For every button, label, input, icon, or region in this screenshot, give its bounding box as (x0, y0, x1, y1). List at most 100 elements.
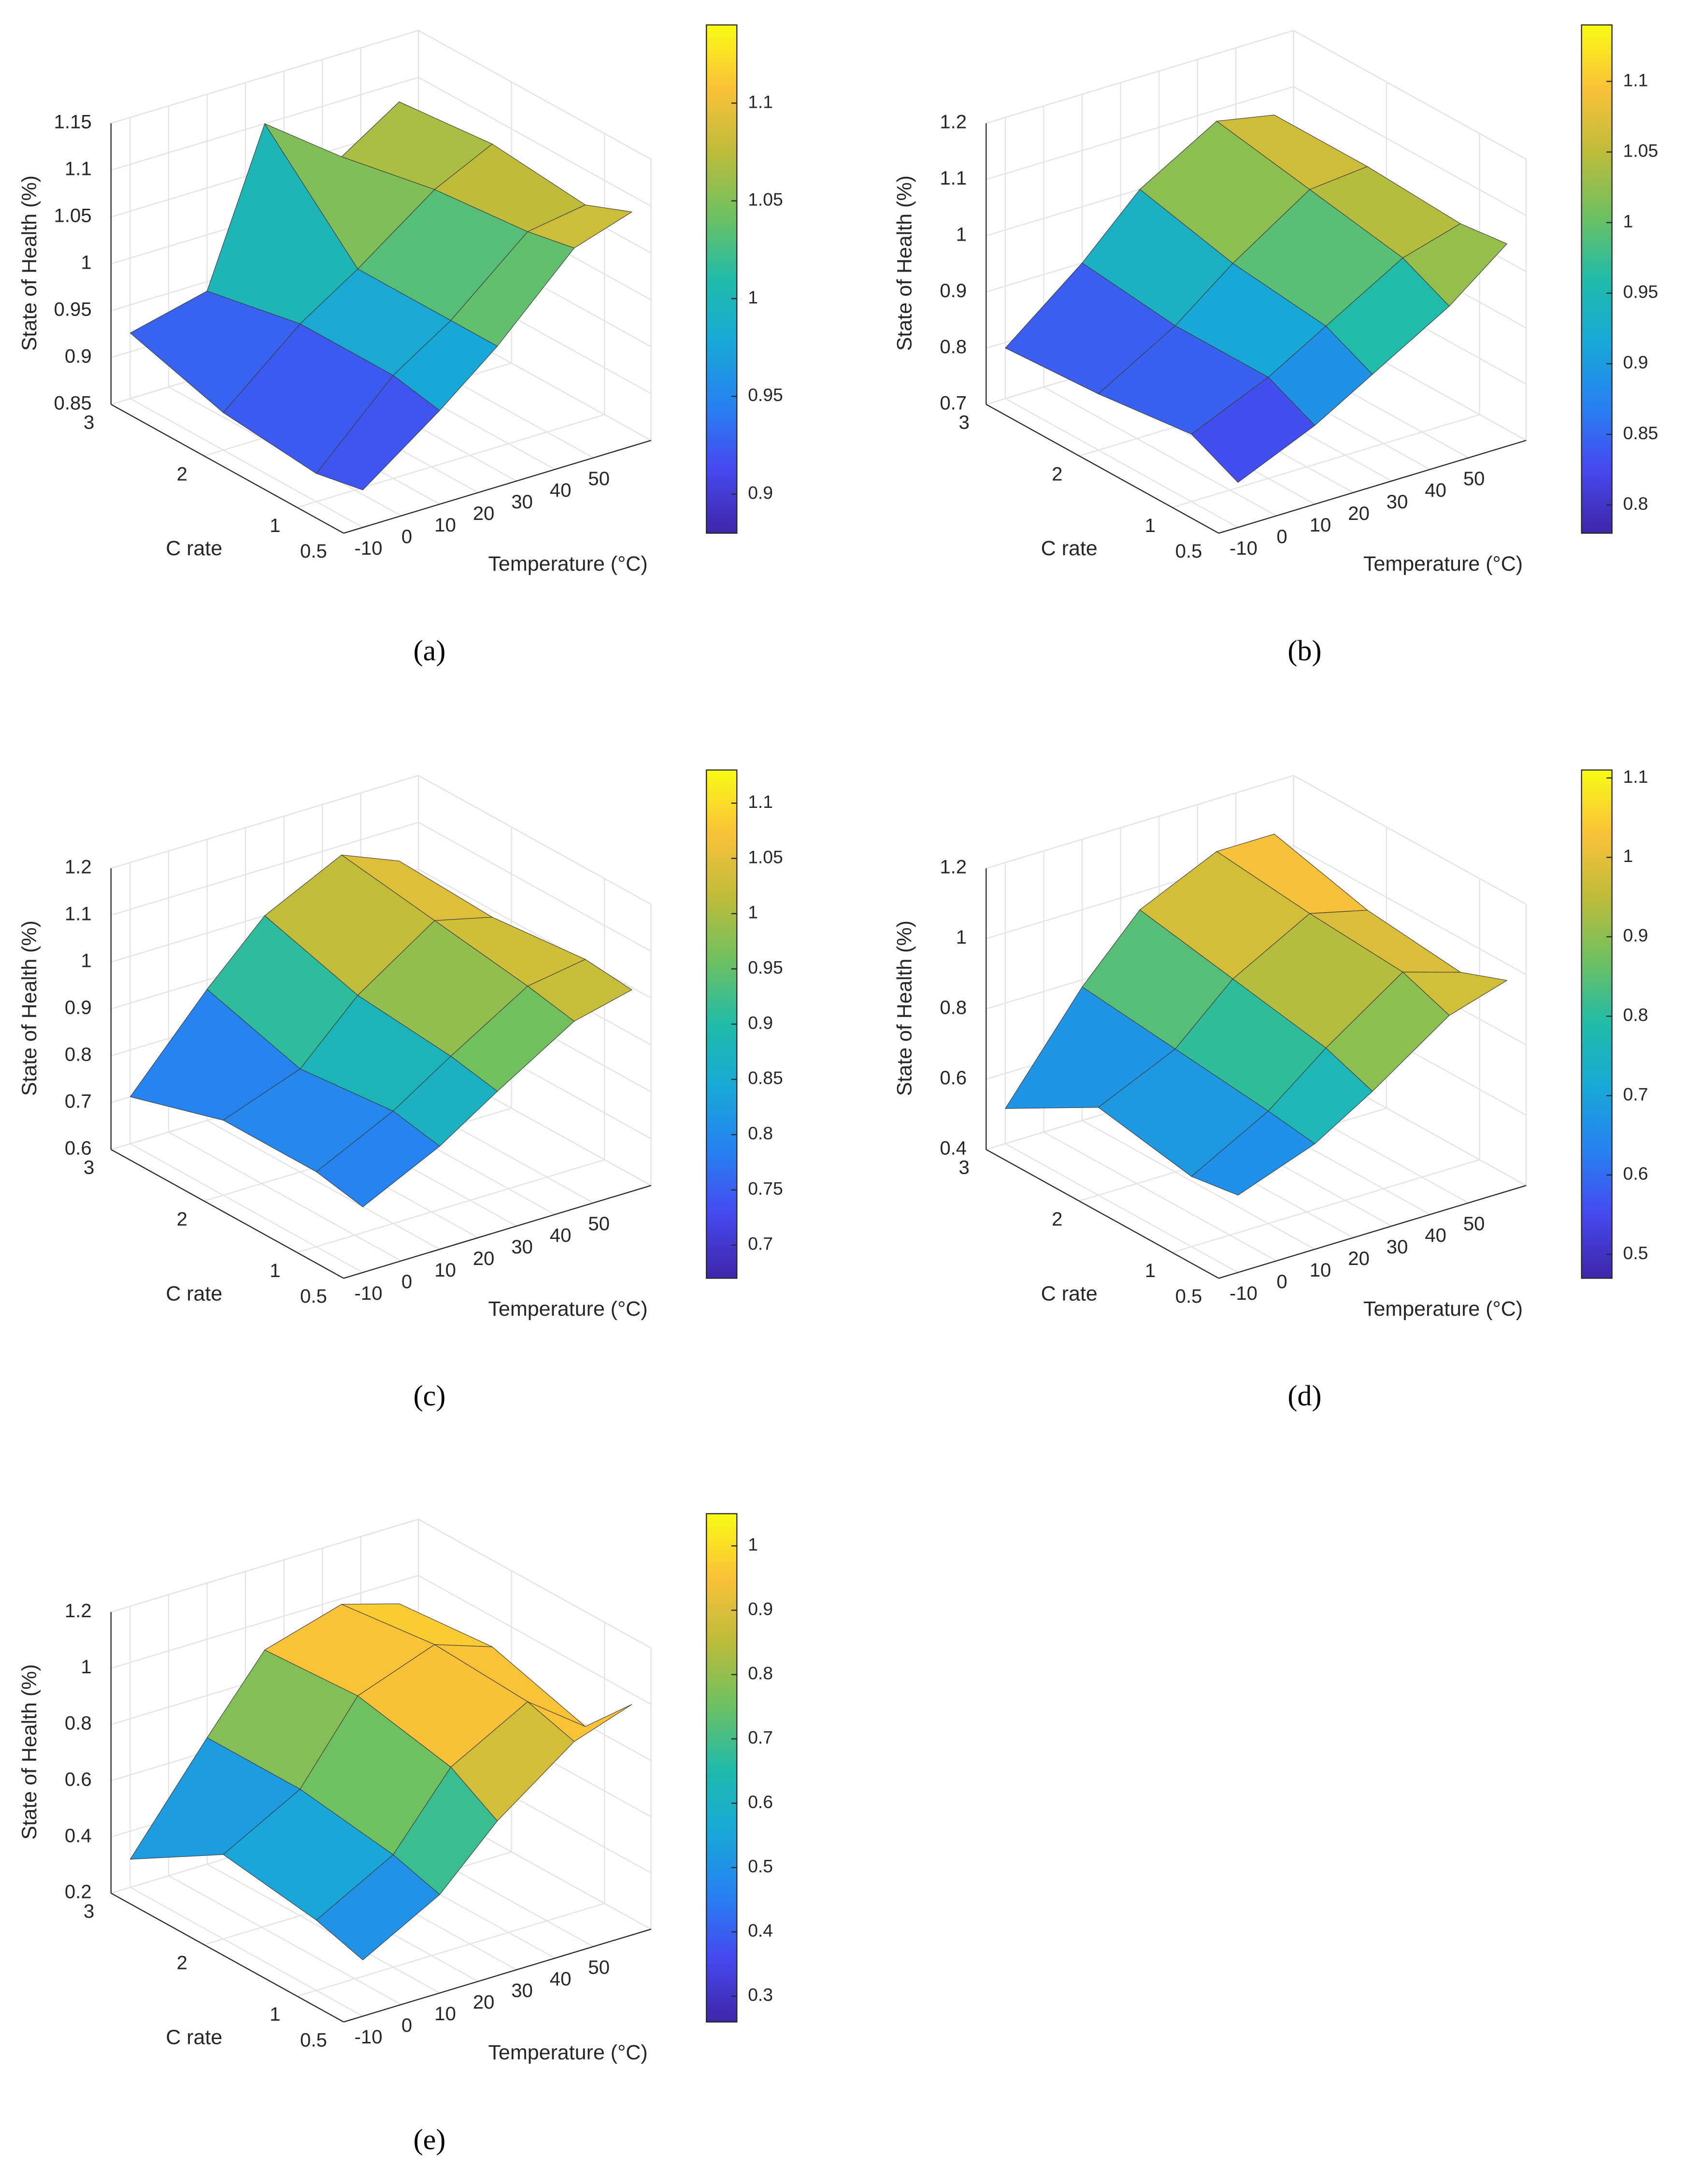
axis-line (1218, 1185, 1527, 1279)
z-tick-label: 1.2 (65, 856, 92, 878)
grid-line (297, 414, 605, 508)
grid-line (297, 1159, 605, 1253)
x-tick-label: -10 (355, 2026, 383, 2048)
x-tick-label: -10 (1230, 1282, 1258, 1304)
colorbar-tick-label: 0.5 (748, 1856, 773, 1876)
z-tick-label: 1 (956, 926, 967, 948)
z-tick-label: 1 (81, 252, 91, 273)
z-axis-label: State of Health (%) (18, 920, 41, 1096)
colorbar-tick-label: 0.9 (748, 482, 773, 503)
z-tick-label: 1 (81, 950, 91, 972)
x-tick-label: 10 (434, 1259, 456, 1281)
grid-line (418, 822, 652, 952)
grid-line (111, 1519, 419, 1613)
y-tick-label: 0.5 (1175, 540, 1202, 562)
x-tick-label: 20 (473, 503, 495, 524)
z-tick-label: 0.2 (65, 1881, 92, 1903)
grid-line (129, 398, 363, 528)
colorbar-tick-label: 0.7 (1623, 1084, 1648, 1104)
z-tick-label: 1.1 (65, 158, 92, 180)
z-tick-label: 1.2 (940, 111, 967, 133)
x-tick-label: 10 (434, 2003, 456, 2025)
x-tick-label: 40 (550, 1224, 572, 1246)
colorbar-tick-label: 0.95 (748, 385, 783, 405)
z-tick-label: 1.2 (940, 856, 967, 878)
grid-line (129, 1143, 363, 1273)
grid-line (1293, 86, 1527, 216)
grid-line (1082, 1120, 1315, 1250)
x-tick-label: 0 (401, 2014, 412, 2036)
panel: 0.4 0.6 0.8 1 1.2 -10 0 10 20 30 40 50 0.5 1 2 3 State o… (893, 766, 1648, 1412)
y-tick-label: 0.5 (1175, 1285, 1202, 1307)
z-tick-label: 0.95 (54, 299, 92, 320)
z-axis-label: State of Health (%) (18, 175, 41, 351)
z-tick-label: 1.1 (65, 903, 92, 925)
z-axis-label: State of Health (%) (18, 1664, 41, 1839)
colorbar-tick-label: 0.5 (1623, 1243, 1648, 1263)
y-tick-label: 3 (84, 412, 94, 433)
y-axis-label: C rate (166, 2026, 222, 2049)
grid-line (111, 775, 419, 869)
colorbar-tick-label: 0.8 (1623, 493, 1648, 514)
grid-line (1293, 775, 1527, 905)
colorbar-tick-label: 0.85 (1623, 423, 1658, 443)
grid-line (111, 821, 419, 916)
z-tick-label: 0.8 (65, 1044, 92, 1065)
grid-line (1043, 1131, 1277, 1262)
colorbar-tick-label: 1 (748, 287, 758, 307)
grid-line (1293, 30, 1527, 160)
y-tick-label: 1 (270, 515, 280, 536)
grid-line (418, 77, 652, 207)
grid-line (168, 1131, 402, 1262)
x-axis-label: Temperature (°C) (488, 1297, 648, 1321)
surface-face (1191, 1110, 1315, 1196)
x-tick-label: 10 (1310, 514, 1331, 536)
x-tick-label: 50 (588, 468, 610, 489)
y-tick-label: 3 (959, 412, 970, 433)
z-tick-label: 1.15 (54, 111, 92, 133)
z-tick-label: 1 (956, 223, 967, 245)
grid-line (111, 1575, 419, 1669)
y-tick-label: 0.5 (300, 540, 327, 562)
colorbar-tick-label: 0.9 (748, 1598, 773, 1619)
grid-line (1043, 386, 1277, 517)
x-tick-label: 50 (588, 1956, 610, 1978)
z-tick-label: 0.4 (65, 1825, 92, 1846)
colorbar-tick-label: 1.1 (1623, 70, 1648, 90)
grid-line (418, 869, 652, 999)
grid-line (418, 30, 652, 160)
z-tick-label: 0.7 (940, 392, 967, 414)
grid-line (418, 1519, 652, 1649)
grid-line (129, 1887, 363, 2017)
colorbar-tick-label: 0.7 (748, 1727, 773, 1748)
grid-line (111, 29, 419, 124)
x-tick-label: 30 (511, 491, 533, 513)
colorbar-tick-label: 0.95 (1623, 282, 1658, 302)
panel: 0.2 0.4 0.6 0.8 1 1.2 -10 0 10 20 30 40 50 0.5 1 2 3 Stat… (18, 1513, 773, 2156)
colorbar-tick-label: 0.9 (1623, 925, 1648, 946)
colorbar-tick-label: 0.6 (1623, 1164, 1648, 1184)
colorbar-tick-label: 0.95 (748, 957, 783, 977)
colorbar-tick-label: 0.9 (748, 1012, 773, 1033)
z-tick-label: 1.05 (54, 205, 92, 227)
z-tick-label: 0.9 (65, 997, 92, 1019)
axis-line (111, 1149, 344, 1279)
x-tick-label: 50 (588, 1213, 610, 1235)
z-axis-label: State of Health (%) (893, 175, 916, 351)
grid-line (1005, 398, 1239, 528)
surface-face (316, 1854, 440, 1960)
colorbar-tick-label: 1.05 (1623, 140, 1658, 160)
y-tick-label: 3 (959, 1157, 970, 1178)
axis-line (111, 403, 344, 534)
z-tick-label: 1.2 (65, 1600, 92, 1622)
colorbar (706, 1513, 738, 2023)
z-tick-label: 0.9 (65, 345, 92, 367)
x-tick-label: 50 (1463, 468, 1485, 489)
panel-label: (c) (414, 1380, 446, 1412)
x-axis-label: Temperature (°C) (1363, 1297, 1523, 1321)
y-axis-label: C rate (166, 537, 222, 560)
y-tick-label: 0.5 (300, 1285, 327, 1307)
x-tick-label: 40 (1425, 1224, 1446, 1246)
colorbar-tick-label: 0.4 (748, 1920, 773, 1940)
colorbar-tick-label: 1.1 (748, 791, 773, 812)
